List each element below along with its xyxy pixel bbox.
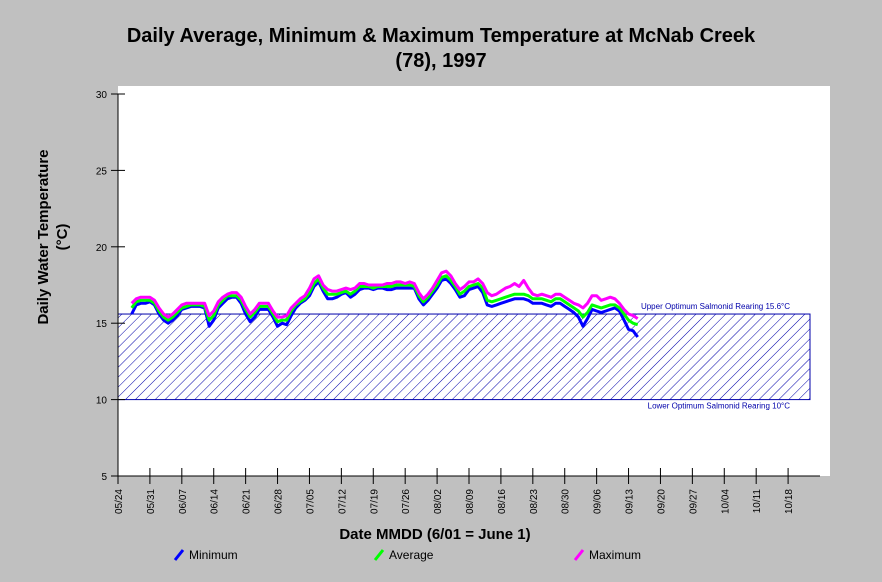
lower-optimum-label: Lower Optimum Salmonid Rearing 10°C bbox=[648, 402, 791, 411]
y-axis-title-line-1: Daily Water Temperature bbox=[35, 149, 52, 324]
legend-swatch-maximum bbox=[573, 549, 585, 561]
x-tick-label: 09/27 bbox=[688, 489, 699, 514]
y-tick-label: 20 bbox=[96, 243, 108, 254]
x-tick-label: 08/23 bbox=[529, 489, 540, 514]
series-layer bbox=[130, 269, 639, 338]
x-axis-ticks: 05/24 05/31 06/07 06/14 06/21 06/28 07/05 07/12… bbox=[114, 468, 795, 514]
x-tick-label: 08/09 bbox=[465, 489, 476, 514]
x-tick-label: 06/21 bbox=[242, 489, 253, 514]
legend-label-minimum: Minimum bbox=[189, 548, 238, 562]
y-tick-label: 15 bbox=[96, 319, 108, 330]
y-tick-label: 5 bbox=[101, 472, 107, 483]
legend-label-maximum: Maximum bbox=[589, 548, 641, 562]
y-tick-label: 30 bbox=[96, 90, 108, 101]
upper-optimum-label: Upper Optimum Salmonid Rearing 15.6°C bbox=[641, 302, 790, 311]
x-tick-label: 07/26 bbox=[401, 489, 412, 514]
x-tick-label: 07/19 bbox=[369, 489, 380, 514]
y-axis-ticks: 5 10 15 20 25 30 bbox=[96, 90, 125, 483]
y-tick-label: 10 bbox=[96, 396, 108, 407]
x-tick-label: 10/18 bbox=[784, 489, 795, 514]
x-tick-label: 05/31 bbox=[146, 489, 157, 514]
x-tick-label: 06/07 bbox=[178, 489, 189, 514]
x-tick-label: 08/30 bbox=[561, 489, 572, 514]
x-tick-label: 08/02 bbox=[433, 489, 444, 514]
x-tick-label: 06/28 bbox=[274, 489, 285, 514]
x-tick-label: 07/12 bbox=[337, 489, 348, 514]
x-tick-label: 08/16 bbox=[497, 489, 508, 514]
x-tick-label: 06/14 bbox=[210, 489, 221, 514]
y-axis-title-line-2: (°C) bbox=[54, 224, 71, 251]
series-line-maximum bbox=[130, 269, 639, 320]
x-tick-label: 09/13 bbox=[625, 489, 636, 514]
chart-title-line-1: Daily Average, Minimum & Maximum Tempera… bbox=[127, 25, 756, 47]
y-tick-label: 25 bbox=[96, 166, 108, 177]
optimum-rearing-band bbox=[117, 313, 811, 401]
legend-swatch-minimum bbox=[173, 549, 185, 561]
x-tick-label: 05/24 bbox=[114, 489, 125, 514]
x-tick-label: 09/20 bbox=[656, 489, 667, 514]
x-tick-label: 07/05 bbox=[305, 489, 316, 514]
legend-swatch-average bbox=[373, 549, 385, 561]
legend: Minimum Average Maximum bbox=[173, 548, 641, 562]
legend-label-average: Average bbox=[389, 548, 434, 562]
chart-title-line-2: (78), 1997 bbox=[395, 50, 486, 72]
x-tick-label: 10/04 bbox=[720, 489, 731, 514]
x-tick-label: 10/11 bbox=[752, 489, 763, 514]
x-tick-label: 09/06 bbox=[593, 489, 604, 514]
series-line-average bbox=[130, 274, 639, 327]
x-axis-title: Date MMDD (6/01 = June 1) bbox=[339, 526, 530, 543]
